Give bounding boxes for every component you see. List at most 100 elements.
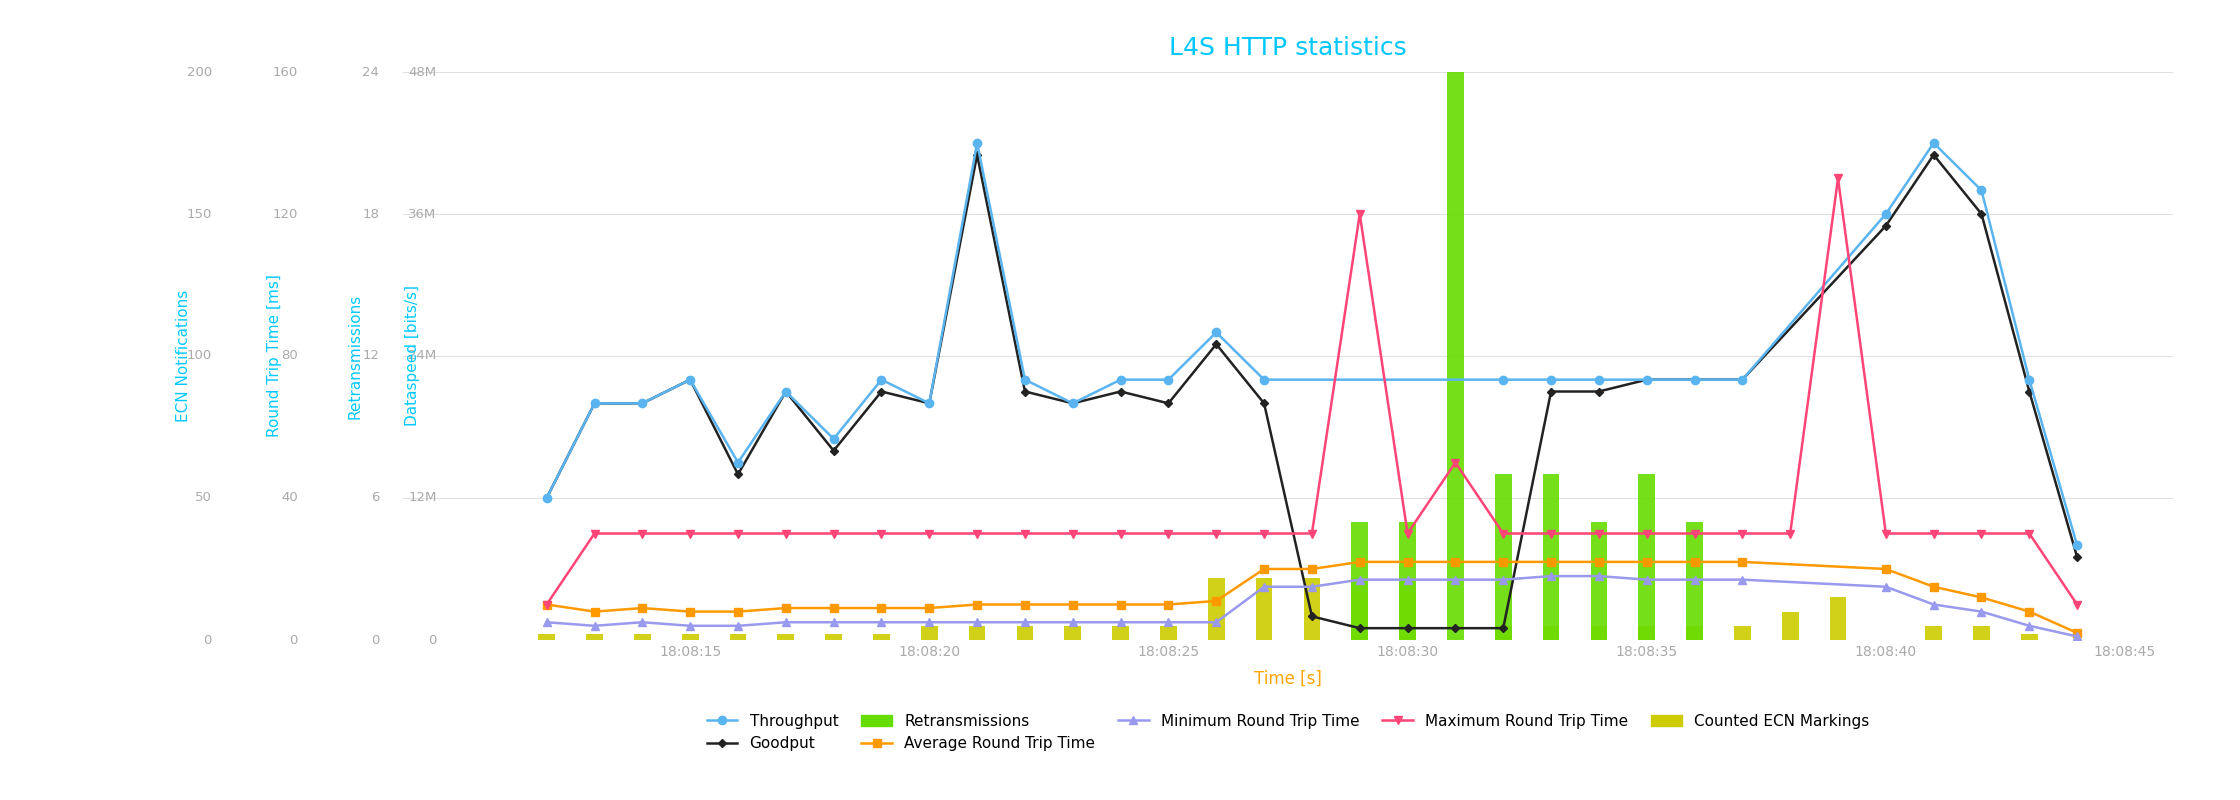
Bar — [1304, 578, 1319, 640]
Average Round Trip Time — [2063, 628, 2090, 638]
Text: 24M: 24M — [408, 350, 437, 362]
Text: 0: 0 — [372, 634, 379, 646]
Maximum Round Trip Time — [580, 529, 607, 538]
Average Round Trip Time — [916, 603, 943, 613]
Maximum Round Trip Time — [1156, 529, 1183, 538]
Throughput — [1490, 375, 1516, 385]
Minimum Round Trip Time — [1537, 571, 1564, 581]
Maximum Round Trip Time — [1729, 529, 1756, 538]
Maximum Round Trip Time — [1920, 529, 1947, 538]
Throughput — [1920, 138, 1947, 148]
Goodput — [1873, 221, 1900, 230]
Maximum Round Trip Time — [1969, 529, 1996, 538]
Bar — [1160, 626, 1176, 640]
Bar — [777, 634, 795, 640]
Bar — [1543, 474, 1559, 640]
Maximum Round Trip Time — [629, 529, 656, 538]
Minimum Round Trip Time — [1680, 575, 1707, 585]
Average Round Trip Time — [1633, 557, 1660, 566]
Text: 12M: 12M — [408, 491, 437, 505]
Minimum Round Trip Time — [1586, 571, 1613, 581]
Text: 12: 12 — [363, 350, 379, 362]
Average Round Trip Time — [1060, 600, 1086, 610]
Average Round Trip Time — [1203, 596, 1230, 606]
Average Round Trip Time — [1873, 564, 1900, 574]
Throughput — [2016, 375, 2043, 385]
Goodput — [1346, 623, 1373, 633]
Text: 80: 80 — [282, 350, 298, 362]
Minimum Round Trip Time — [1729, 575, 1756, 585]
Average Round Trip Time — [1586, 557, 1613, 566]
Bar — [1494, 474, 1512, 640]
Minimum Round Trip Time — [1969, 606, 1996, 616]
Throughput — [1680, 375, 1707, 385]
Maximum Round Trip Time — [2063, 600, 2090, 610]
Maximum Round Trip Time — [1633, 529, 1660, 538]
Goodput — [2063, 552, 2090, 562]
Goodput — [1920, 150, 1947, 160]
Average Round Trip Time — [1012, 600, 1039, 610]
Goodput — [533, 493, 560, 502]
Throughput — [916, 398, 943, 408]
Goodput — [1012, 386, 1039, 396]
Minimum Round Trip Time — [724, 621, 750, 630]
Maximum Round Trip Time — [1299, 529, 1326, 538]
Average Round Trip Time — [773, 603, 800, 613]
Average Round Trip Time — [1969, 593, 1996, 602]
Minimum Round Trip Time — [869, 618, 896, 627]
Average Round Trip Time — [533, 600, 560, 610]
Minimum Round Trip Time — [963, 618, 990, 627]
Throughput — [1633, 375, 1660, 385]
Average Round Trip Time — [1920, 582, 1947, 591]
Text: 36M: 36M — [408, 207, 437, 221]
Maximum Round Trip Time — [1250, 529, 1277, 538]
Throughput — [1156, 375, 1183, 385]
Average Round Trip Time — [724, 606, 750, 616]
Maximum Round Trip Time — [1586, 529, 1613, 538]
Goodput — [1156, 398, 1183, 408]
Minimum Round Trip Time — [1299, 582, 1326, 591]
Average Round Trip Time — [676, 606, 703, 616]
Line: Maximum Round Trip Time: Maximum Round Trip Time — [542, 174, 2081, 609]
Average Round Trip Time — [629, 603, 656, 613]
Maximum Round Trip Time — [1203, 529, 1230, 538]
Minimum Round Trip Time — [1203, 618, 1230, 627]
Text: 6: 6 — [372, 491, 379, 505]
Goodput — [1250, 398, 1277, 408]
Bar — [1351, 522, 1369, 640]
Average Round Trip Time — [1299, 564, 1326, 574]
Bar — [1830, 598, 1846, 640]
Throughput — [580, 398, 607, 408]
Text: Round Trip Time [ms]: Round Trip Time [ms] — [267, 274, 282, 438]
Maximum Round Trip Time — [2016, 529, 2043, 538]
Goodput — [1299, 611, 1326, 621]
Throughput — [724, 458, 750, 467]
Throughput — [629, 398, 656, 408]
Goodput — [1107, 386, 1133, 396]
Minimum Round Trip Time — [1393, 575, 1420, 585]
Bar — [1973, 626, 1989, 640]
Bar — [1207, 578, 1225, 640]
Bar — [1590, 522, 1608, 640]
Maximum Round Trip Time — [773, 529, 800, 538]
Goodput — [1680, 375, 1707, 385]
Maximum Round Trip Time — [963, 529, 990, 538]
X-axis label: Time [s]: Time [s] — [1254, 670, 1322, 688]
Goodput — [724, 470, 750, 479]
Goodput — [676, 375, 703, 385]
Throughput — [1012, 375, 1039, 385]
Goodput — [2016, 386, 2043, 396]
Minimum Round Trip Time — [2063, 632, 2090, 642]
Bar — [1734, 626, 1752, 640]
Throughput — [1060, 398, 1086, 408]
Average Round Trip Time — [1107, 600, 1133, 610]
Average Round Trip Time — [1393, 557, 1420, 566]
Legend: Throughput, Goodput, Retransmissions, Average Round Trip Time, Minimum Round Tri: Throughput, Goodput, Retransmissions, Av… — [701, 707, 1875, 758]
Bar — [1113, 626, 1129, 640]
Minimum Round Trip Time — [820, 618, 847, 627]
Title: L4S HTTP statistics: L4S HTTP statistics — [1169, 36, 1407, 60]
Text: 40: 40 — [282, 491, 298, 505]
Text: 160: 160 — [273, 66, 298, 78]
Maximum Round Trip Time — [1060, 529, 1086, 538]
Throughput — [533, 493, 560, 502]
